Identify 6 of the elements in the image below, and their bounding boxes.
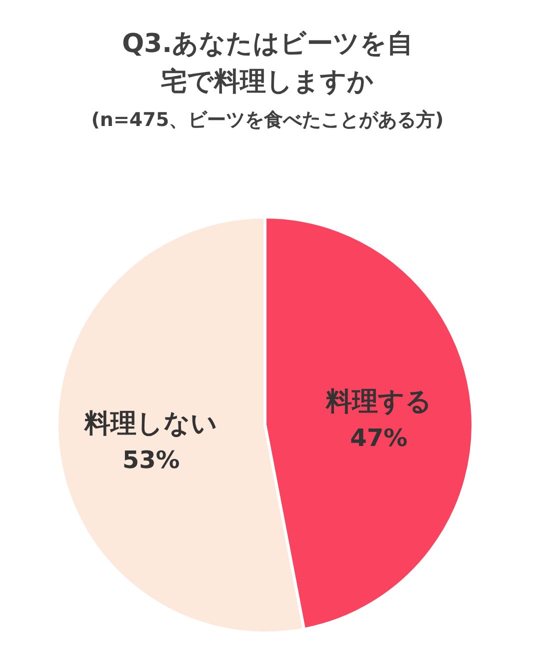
data-label: 47% [350, 424, 408, 452]
slice-label: 料理しない [84, 408, 218, 439]
slice-label: 料理する [324, 387, 432, 418]
chart-subtitle: (n=475、ビーツを食べたことがある方) [91, 109, 444, 131]
chart-title: Q3.あなたはビーツを自宅で料理しますか [122, 29, 414, 97]
data-label: 53% [122, 446, 180, 474]
